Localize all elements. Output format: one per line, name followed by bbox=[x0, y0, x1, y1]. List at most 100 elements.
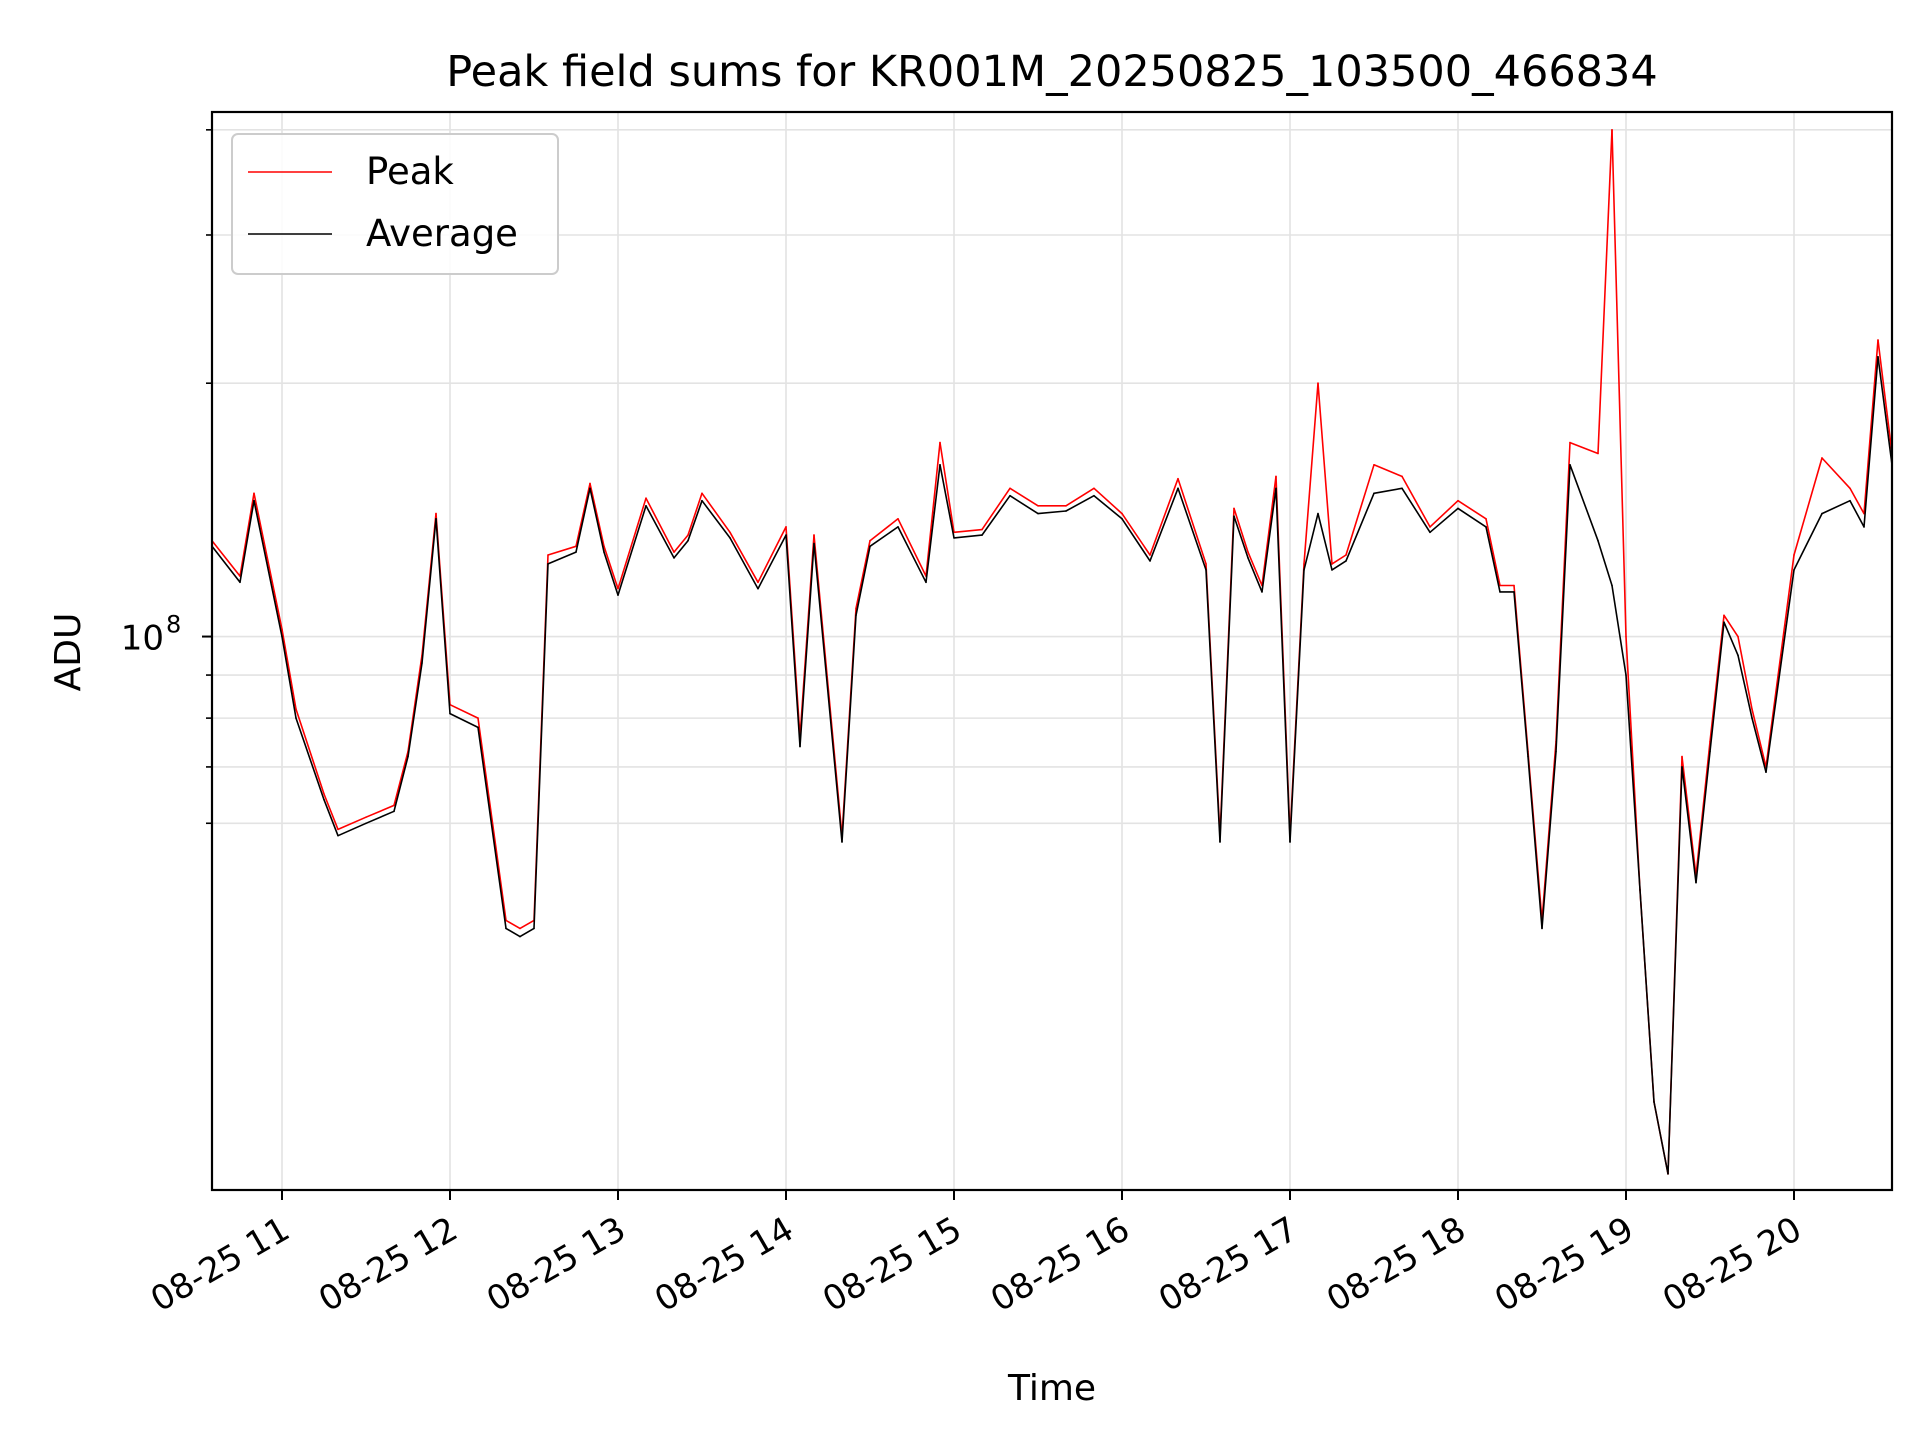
line-segment bbox=[1793, 512, 1823, 571]
line-segment bbox=[1093, 494, 1123, 520]
line-segment bbox=[505, 927, 521, 938]
line-segment bbox=[1149, 477, 1179, 556]
line-segment bbox=[1597, 129, 1613, 455]
line-segment bbox=[1401, 475, 1431, 528]
line-segment bbox=[1877, 355, 1893, 466]
line-segment bbox=[855, 545, 871, 617]
line-segment bbox=[757, 534, 787, 590]
line-segment bbox=[575, 482, 591, 548]
line-segment bbox=[1233, 515, 1249, 559]
line-segment bbox=[211, 545, 241, 584]
line-segment bbox=[1009, 494, 1039, 515]
line-segment bbox=[1345, 463, 1375, 556]
line-segment bbox=[323, 798, 339, 837]
line-segment bbox=[1877, 339, 1893, 455]
line-segment bbox=[1863, 355, 1879, 528]
line-segment bbox=[1261, 487, 1277, 593]
line-segment bbox=[645, 504, 675, 559]
line-segment bbox=[841, 614, 857, 843]
line-segment bbox=[1485, 526, 1501, 593]
line-segment bbox=[897, 517, 927, 577]
line-segment bbox=[1037, 510, 1067, 515]
line-segment bbox=[953, 528, 983, 534]
plot-frame bbox=[210, 110, 1894, 1192]
line-segment bbox=[449, 712, 479, 729]
line-segment bbox=[449, 703, 479, 719]
line-segment bbox=[1429, 507, 1459, 534]
line-segment bbox=[1555, 463, 1571, 753]
line-segment bbox=[407, 662, 423, 758]
line-segment bbox=[603, 545, 619, 590]
line-segment bbox=[1569, 463, 1599, 542]
line-segment bbox=[1709, 621, 1725, 753]
line-segment bbox=[1751, 708, 1767, 768]
line-segment bbox=[1611, 129, 1627, 638]
line-segment bbox=[869, 526, 899, 548]
y-axis-label: ADU bbox=[48, 613, 89, 692]
line-segment bbox=[1121, 512, 1151, 556]
line-segment bbox=[295, 708, 325, 795]
line-segment bbox=[1541, 750, 1557, 930]
legend: Peak Average bbox=[231, 133, 559, 275]
line-segment bbox=[855, 539, 871, 610]
line-segment bbox=[1723, 614, 1739, 638]
line-segment bbox=[281, 635, 297, 719]
line-segment bbox=[1485, 517, 1501, 587]
y-tick-label-exponent: 8 bbox=[166, 611, 181, 639]
line-segment bbox=[1527, 755, 1543, 930]
line-segment bbox=[547, 551, 577, 565]
line-segment bbox=[1821, 499, 1851, 515]
line-segment bbox=[869, 517, 899, 542]
line-segment bbox=[1303, 512, 1319, 571]
line-segment bbox=[687, 499, 703, 542]
line-segment bbox=[1457, 499, 1487, 520]
line-segment bbox=[281, 628, 297, 710]
line-segment bbox=[519, 927, 535, 938]
line-segment bbox=[1457, 507, 1487, 528]
line-segment bbox=[1611, 584, 1627, 676]
line-segment bbox=[1345, 492, 1375, 562]
line-segment bbox=[701, 492, 731, 534]
line-segment bbox=[589, 482, 605, 548]
line-segment bbox=[337, 822, 367, 837]
line-segment bbox=[757, 526, 787, 584]
line-segment bbox=[1247, 557, 1263, 593]
line-segment bbox=[617, 497, 647, 590]
line-segment bbox=[1331, 554, 1347, 565]
line-segment bbox=[1065, 494, 1095, 512]
line-segment bbox=[1303, 382, 1319, 565]
line-segment bbox=[1681, 755, 1697, 877]
line-segment bbox=[1751, 717, 1767, 774]
chart-title: Peak field sums for KR001M_20250825_1035… bbox=[446, 47, 1658, 97]
line-segment bbox=[239, 492, 255, 577]
legend-box bbox=[231, 133, 559, 275]
line-segment bbox=[1317, 382, 1333, 565]
line-segment bbox=[1317, 512, 1333, 571]
line-segment bbox=[393, 750, 409, 807]
line-segment bbox=[897, 526, 927, 584]
line-segment bbox=[1863, 339, 1879, 515]
line-segment bbox=[645, 497, 675, 553]
line-segment bbox=[1821, 457, 1851, 490]
line-segment bbox=[477, 726, 507, 930]
line-segment bbox=[1849, 487, 1865, 515]
line-segment bbox=[1289, 569, 1305, 843]
line-segment bbox=[365, 804, 395, 819]
line-segment bbox=[925, 441, 941, 577]
line-segment bbox=[1597, 539, 1613, 587]
line-segment bbox=[1233, 507, 1249, 553]
line-segment bbox=[575, 487, 591, 553]
line-segment bbox=[519, 919, 535, 930]
line-segment bbox=[1793, 457, 1823, 556]
line-segment bbox=[981, 487, 1011, 531]
line-segment bbox=[1695, 750, 1711, 884]
line-segment bbox=[1205, 569, 1221, 843]
line-segment bbox=[1065, 487, 1095, 507]
line-segment bbox=[1639, 889, 1655, 1103]
y-tick-label-base: 10 bbox=[121, 619, 164, 659]
line-segment bbox=[505, 919, 521, 930]
line-segment bbox=[813, 542, 843, 843]
line-segment bbox=[925, 463, 941, 584]
line-segment bbox=[1331, 560, 1347, 571]
